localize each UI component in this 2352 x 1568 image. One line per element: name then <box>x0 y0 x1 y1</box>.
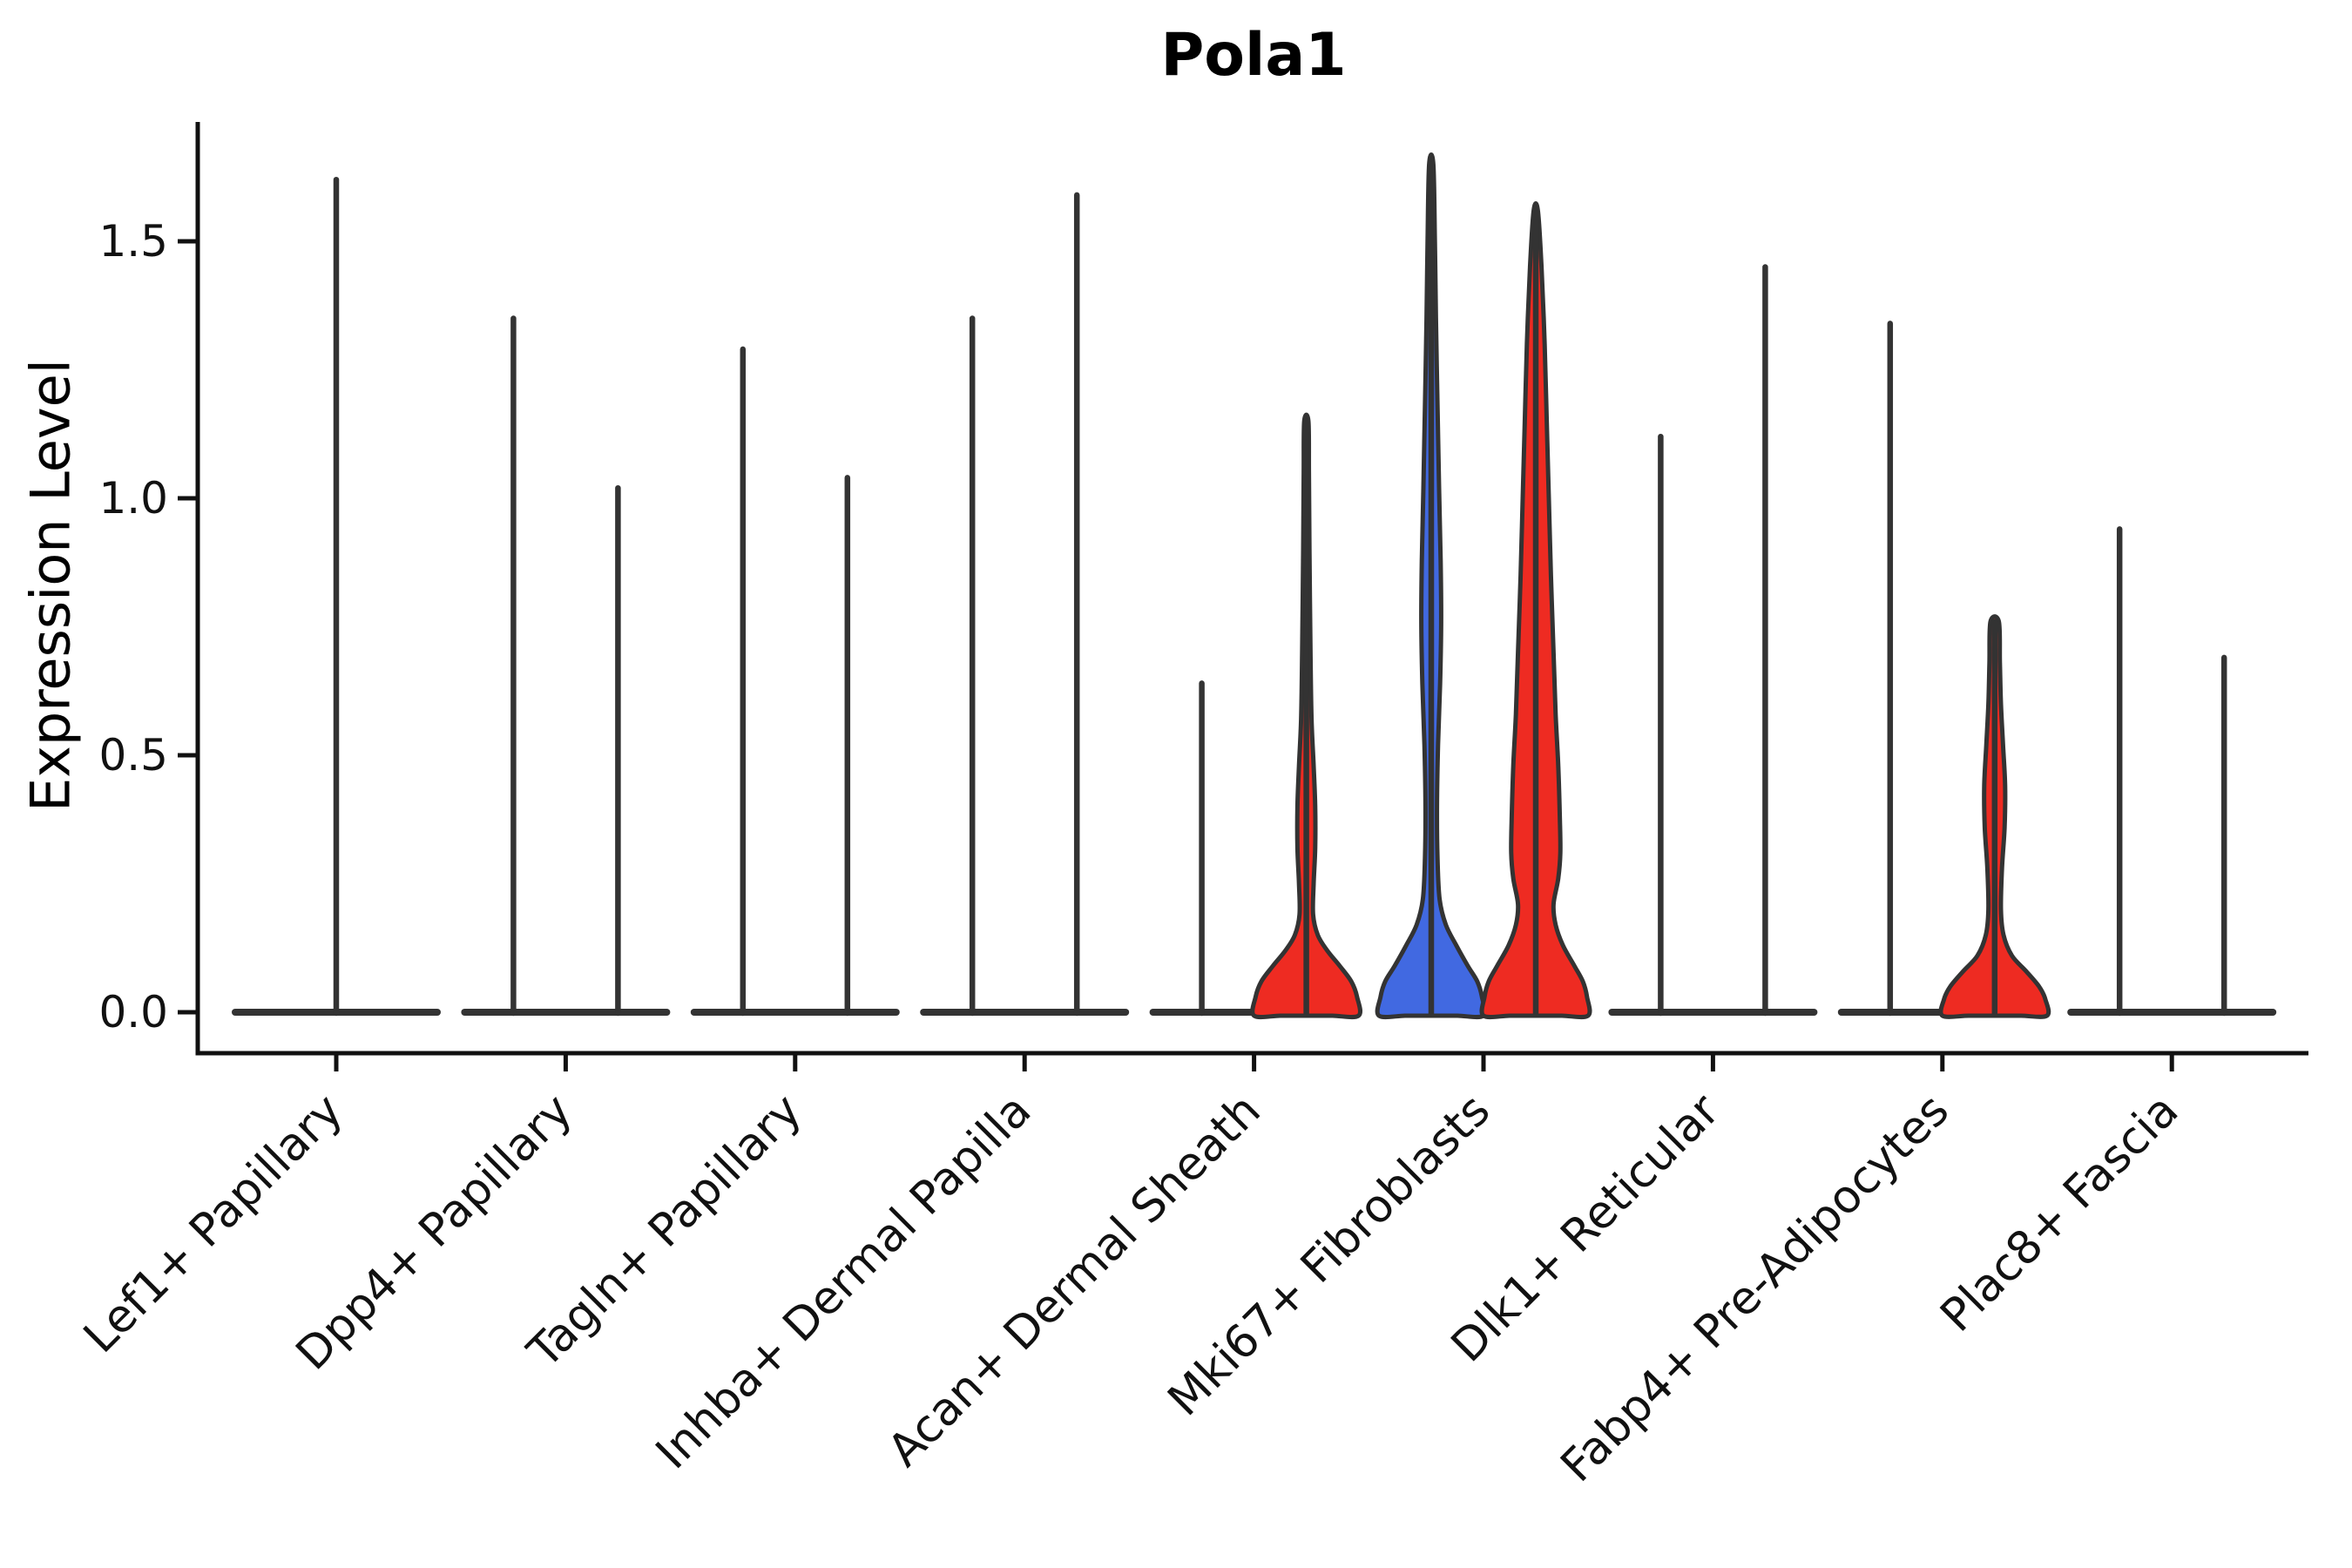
baseline-bar <box>690 1009 900 1016</box>
y-tick-label: 0.5 <box>98 730 168 781</box>
y-tick-label: 0.0 <box>98 987 168 1037</box>
y-tick-label: 1.5 <box>98 216 168 267</box>
x-tick-label: Fabp4+ Pre-Adipocytes <box>1551 1085 1959 1492</box>
y-tick-label: 1.0 <box>98 473 168 524</box>
chart-title: Pola1 <box>1160 21 1347 90</box>
baseline-bar <box>461 1009 671 1016</box>
x-tick-label: Plac8+ Fascia <box>1931 1085 2189 1342</box>
baseline-bar <box>920 1009 1130 1016</box>
x-tick-label: Acan+ Dermal Sheath <box>878 1085 1271 1477</box>
baseline-bar <box>2067 1009 2277 1016</box>
baseline-bar <box>1608 1009 1818 1016</box>
x-tick-label: Inhba+ Dermal Papilla <box>646 1085 1041 1479</box>
